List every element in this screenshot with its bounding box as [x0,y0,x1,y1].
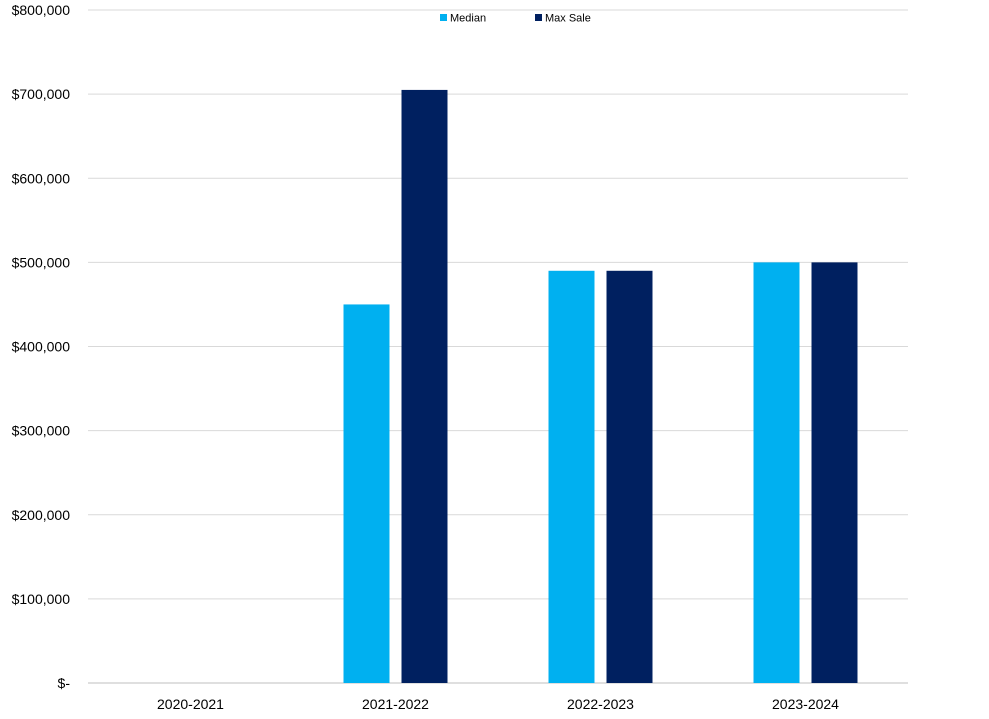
y-tick-label: $100,000 [12,591,71,607]
y-tick-label: $800,000 [12,2,71,18]
y-tick-label: $600,000 [12,170,71,186]
gridlines [88,9,908,684]
legend: Median Max Sale [440,13,591,25]
legend-label: Median [450,13,486,25]
y-tick-label: $- [58,675,71,691]
y-tick-label: $200,000 [12,507,71,523]
x-tick-label: 2021-2022 [362,696,429,712]
bar-max-sale-2021-2022 [401,89,448,683]
bar-median-2023-2024 [753,262,800,683]
legend-label: Max Sale [545,13,591,25]
legend-swatch [440,14,447,21]
bars [343,89,858,683]
x-tick-label: 2023-2024 [772,696,839,712]
y-tick-label: $400,000 [12,339,71,355]
bar-median-2022-2023 [548,270,595,683]
y-tick-label: $300,000 [12,423,71,439]
bar-max-sale-2022-2023 [606,270,653,683]
y-tick-label: $500,000 [12,254,71,270]
bar-median-2021-2022 [343,304,390,683]
y-tick-label: $700,000 [12,86,71,102]
y-axis-tick-labels: $- $100,000 $200,000 $300,000 $400,000 $500,0… [12,2,71,691]
x-axis-category-labels: 2020-2021 2021-2022 2022-2023 2023-2024 [157,696,839,712]
x-tick-label: 2020-2021 [157,696,224,712]
bar-max-sale-2023-2024 [811,262,858,683]
x-tick-label: 2022-2023 [567,696,634,712]
legend-swatch [535,14,542,21]
